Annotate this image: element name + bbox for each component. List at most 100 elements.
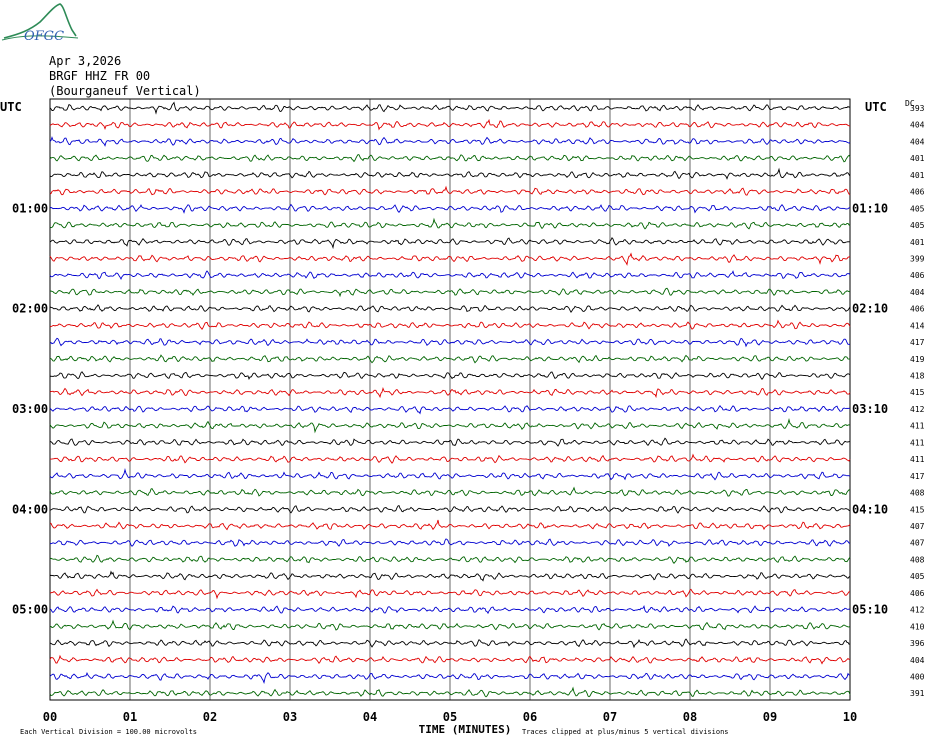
trace-line (49, 304, 851, 313)
dc-offset-label: 391 (910, 689, 925, 698)
left-hour-label: 03:00 (12, 402, 48, 416)
trace-line (49, 319, 851, 330)
dc-offset-label: 406 (910, 305, 925, 314)
left-hour-label: 01:00 (12, 201, 48, 215)
right-utc-label: UTC (865, 100, 887, 114)
x-tick-label: 10 (843, 710, 857, 724)
x-tick-label: 02 (203, 710, 217, 724)
trace-line (49, 386, 851, 399)
trace-line (49, 236, 850, 250)
record-date: Apr 3,2026 (49, 54, 122, 68)
traces (49, 101, 851, 698)
clip-note: Traces clipped at plus/minus 5 vertical … (522, 728, 729, 736)
dc-offset-label: 415 (910, 505, 925, 514)
dc-offset-label: 393 (910, 104, 925, 113)
trace-line (49, 505, 851, 514)
trace-line (49, 671, 851, 684)
trace-line (49, 405, 851, 415)
trace-line (49, 437, 851, 447)
right-hour-label: 05:10 (852, 603, 888, 617)
dc-offset-label: 411 (910, 455, 925, 464)
trace-line (49, 638, 851, 649)
ofgc-logo: OFGC (1, 3, 79, 44)
dc-offset-label: 405 (910, 204, 925, 213)
trace-line (49, 136, 851, 147)
dc-offset-label: 417 (910, 338, 925, 347)
trace-line (49, 337, 851, 348)
right-hour-label: 01:10 (852, 201, 888, 215)
trace-line (49, 252, 851, 266)
dc-offset-label: 408 (910, 489, 925, 498)
dc-offset-label: 404 (910, 121, 925, 130)
right-hour-label: 04:10 (852, 502, 888, 516)
station-location: (Bourganeuf Vertical) (49, 84, 201, 98)
x-tick-label: 08 (683, 710, 697, 724)
dc-offset-label: 405 (910, 572, 925, 581)
dc-offset-label: 400 (910, 672, 925, 681)
x-tick-label: 00 (43, 710, 57, 724)
x-tick-label: 06 (523, 710, 537, 724)
trace-line (49, 486, 851, 497)
x-axis-title: TIME (MINUTES) (419, 723, 512, 736)
axis-labels: 393 404 404 401 401 406 405 405 401 399 406 404 406 4… (0, 99, 925, 736)
dc-offset-label: 415 (910, 388, 925, 397)
left-hour-label: 05:00 (12, 603, 48, 617)
x-tick-label: 07 (603, 710, 617, 724)
trace-line (49, 354, 851, 364)
trace-line (49, 588, 850, 600)
dc-offset-label: 411 (910, 438, 925, 447)
trace-line (49, 118, 851, 131)
x-tick-label: 03 (283, 710, 297, 724)
dc-offset-label: 404 (910, 137, 925, 146)
trace-line (49, 217, 851, 230)
minute-gridlines (129, 99, 771, 700)
dc-offset-label: 419 (910, 355, 925, 364)
dc-offset-label: 418 (910, 372, 925, 381)
trace-line (49, 538, 851, 547)
trace-line (49, 519, 851, 531)
trace-line (49, 554, 851, 565)
dc-offset-label: 412 (910, 606, 925, 615)
trace-line (49, 371, 851, 381)
dc-offset-label: 410 (910, 622, 925, 631)
left-hour-label: 04:00 (12, 502, 48, 516)
dc-header-label: DC (905, 99, 915, 108)
trace-line (49, 270, 851, 281)
right-hour-label: 03:10 (852, 402, 888, 416)
dc-offset-label: 401 (910, 154, 925, 163)
dc-offset-label: 412 (910, 405, 925, 414)
right-hour-label: 02:10 (852, 302, 888, 316)
trace-line (49, 686, 851, 698)
logo-text: OFGC (24, 29, 64, 44)
dc-offset-label: 414 (910, 321, 925, 330)
x-tick-label: 05 (443, 710, 457, 724)
trace-line (49, 417, 851, 434)
trace-line (49, 101, 851, 115)
left-hour-label: 02:00 (12, 302, 48, 316)
trace-line (49, 605, 851, 615)
dc-offset-label: 396 (910, 639, 925, 648)
trace-line (49, 154, 851, 163)
dc-offset-label: 406 (910, 188, 925, 197)
scale-note: Each Vertical Division = 100.00 microvol… (20, 728, 197, 736)
dc-offset-label: 408 (910, 555, 925, 564)
dc-offset-label: 401 (910, 238, 925, 247)
left-utc-label: UTC (0, 100, 22, 114)
x-tick-label: 04 (363, 710, 377, 724)
dc-offset-label: 406 (910, 271, 925, 280)
trace-line (49, 453, 851, 464)
trace-line (49, 185, 851, 196)
dc-offset-label: 401 (910, 171, 925, 180)
trace-line (49, 570, 851, 582)
dc-offset-label: 404 (910, 656, 925, 665)
dc-offset-label: 407 (910, 522, 925, 531)
dc-offset-label: 406 (910, 589, 925, 598)
dc-offset-label: 411 (910, 422, 925, 431)
trace-line (49, 468, 851, 481)
x-tick-label: 09 (763, 710, 777, 724)
dc-offset-label: 404 (910, 288, 925, 297)
trace-line (49, 619, 851, 631)
dc-offset-label: 405 (910, 221, 925, 230)
trace-line (49, 287, 851, 298)
